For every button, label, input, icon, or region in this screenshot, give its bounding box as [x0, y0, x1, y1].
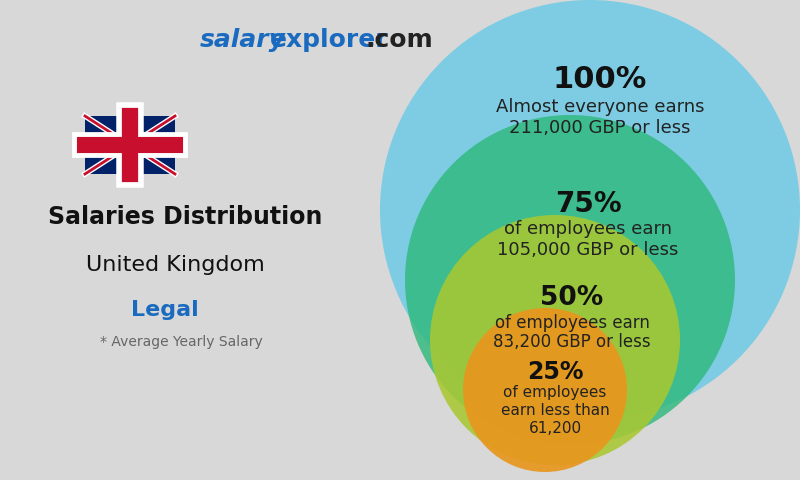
Text: explorer: explorer: [270, 28, 389, 52]
Text: United Kingdom: United Kingdom: [86, 255, 264, 275]
Circle shape: [380, 0, 800, 420]
Text: 61,200: 61,200: [529, 420, 582, 436]
Text: 105,000 GBP or less: 105,000 GBP or less: [498, 241, 678, 259]
Text: of employees earn: of employees earn: [494, 313, 650, 332]
Text: 25%: 25%: [526, 360, 583, 384]
Text: 75%: 75%: [554, 190, 622, 218]
Text: 50%: 50%: [540, 285, 604, 311]
Text: earn less than: earn less than: [501, 403, 610, 418]
Text: salary: salary: [200, 28, 286, 52]
Text: .com: .com: [365, 28, 433, 52]
Text: Almost everyone earns: Almost everyone earns: [496, 98, 704, 116]
Text: Legal: Legal: [131, 300, 199, 320]
Text: of employees earn: of employees earn: [504, 220, 672, 238]
Text: 211,000 GBP or less: 211,000 GBP or less: [510, 119, 690, 137]
Circle shape: [405, 115, 735, 445]
FancyBboxPatch shape: [85, 116, 175, 174]
Text: of employees: of employees: [503, 385, 606, 400]
Text: * Average Yearly Salary: * Average Yearly Salary: [100, 335, 262, 349]
Text: 100%: 100%: [553, 65, 647, 94]
Circle shape: [463, 308, 627, 472]
Circle shape: [430, 215, 680, 465]
Text: Salaries Distribution: Salaries Distribution: [48, 205, 322, 229]
Text: 83,200 GBP or less: 83,200 GBP or less: [493, 333, 651, 351]
